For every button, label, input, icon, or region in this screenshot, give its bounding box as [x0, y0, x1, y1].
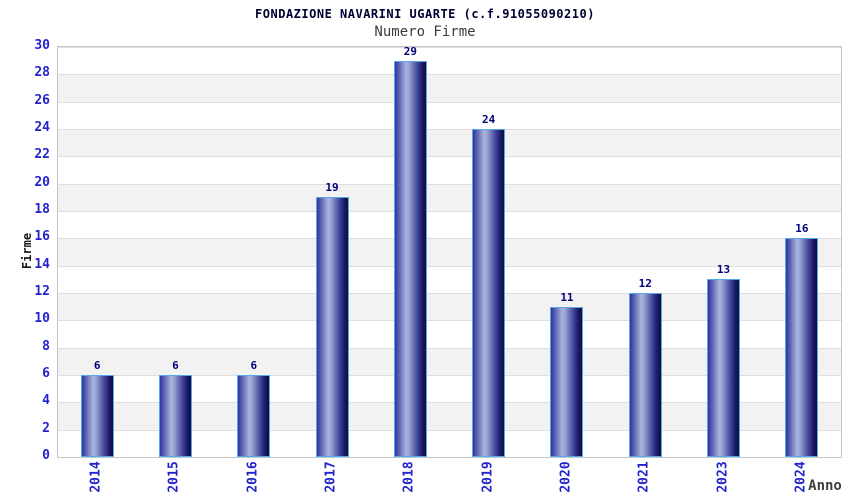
gridline: [58, 238, 841, 240]
y-tick-label: 30: [34, 38, 50, 53]
x-tick-label: 2021: [636, 461, 652, 493]
bar: [550, 306, 584, 457]
plot-band: [58, 129, 841, 157]
gridline: [58, 375, 841, 376]
plot-band: [58, 74, 841, 102]
y-tick-label: 16: [34, 229, 50, 245]
bar: [80, 375, 114, 457]
y-tick-label: 20: [34, 174, 50, 190]
y-tick-label: 28: [34, 65, 50, 81]
plot-band: [58, 47, 841, 75]
bar-value-label: 12: [638, 277, 652, 290]
bar: [707, 279, 741, 457]
gridline: [58, 402, 841, 404]
x-tick-label: 2015: [166, 461, 182, 493]
bar: [158, 375, 192, 457]
gridline: [58, 129, 841, 130]
bar: [628, 293, 662, 457]
x-tick-label: 2014: [88, 461, 104, 493]
bar-value-label: 16: [795, 222, 809, 236]
gridline: [58, 293, 841, 294]
x-tick-label: 2016: [245, 461, 261, 493]
gridline: [58, 101, 841, 103]
plot-band: [58, 183, 841, 211]
x-tick-label: 2023: [715, 461, 731, 493]
y-tick-label: 6: [42, 366, 50, 381]
y-tick-label: 0: [42, 448, 50, 463]
gridline: [58, 320, 841, 322]
gridline: [58, 265, 841, 267]
gridline: [58, 156, 841, 158]
plot-band: [58, 101, 841, 129]
gridline: [58, 47, 841, 48]
bar-value-label: 24: [482, 113, 496, 126]
gridline: [58, 429, 841, 431]
chart-subtitle: Numero Firme: [374, 24, 476, 40]
bar-value-label: 29: [403, 44, 417, 58]
bar: [237, 375, 271, 457]
y-tick-label: 12: [34, 284, 50, 299]
gridline: [58, 183, 841, 185]
y-tick-label: 14: [34, 256, 50, 272]
y-tick-label: 26: [34, 92, 50, 108]
bar: [472, 129, 506, 457]
bar-value-label: 19: [325, 181, 339, 195]
y-tick-label: 2: [42, 420, 50, 436]
y-tick-label: 4: [42, 393, 50, 409]
bar: [315, 197, 349, 457]
y-tick-label: 10: [34, 311, 50, 327]
gridline: [58, 347, 841, 349]
x-tick-label: 2019: [480, 461, 496, 493]
plot-band: [58, 238, 841, 266]
bar-value-label: 6: [250, 359, 258, 372]
y-tick-label: 22: [34, 147, 50, 163]
bar: [785, 238, 819, 457]
plot-band: [58, 156, 841, 184]
x-tick-label: 2018: [401, 461, 417, 493]
bar-value-label: 11: [560, 290, 574, 304]
x-tick-label: 2024: [793, 461, 809, 493]
x-tick-label: 2020: [558, 461, 574, 493]
bar-value-label: 13: [716, 263, 731, 277]
x-axis-title: Anno: [808, 478, 842, 494]
bar-value-label: 6: [172, 359, 179, 372]
plot-band: [58, 211, 841, 239]
bar: [393, 60, 427, 457]
gridline: [58, 74, 841, 76]
y-tick-label: 8: [42, 338, 50, 354]
chart-title: FONDAZIONE NAVARINI UGARTE (c.f.91055090…: [255, 7, 595, 21]
y-tick-label: 18: [34, 202, 50, 217]
plot-area: 6 6 6 19 29 24 11 12 13 16: [57, 44, 842, 458]
y-tick-label: 24: [34, 120, 50, 135]
gridline: [58, 211, 841, 212]
bar-value-label: 6: [93, 359, 101, 372]
x-tick-label: 2017: [323, 461, 339, 493]
